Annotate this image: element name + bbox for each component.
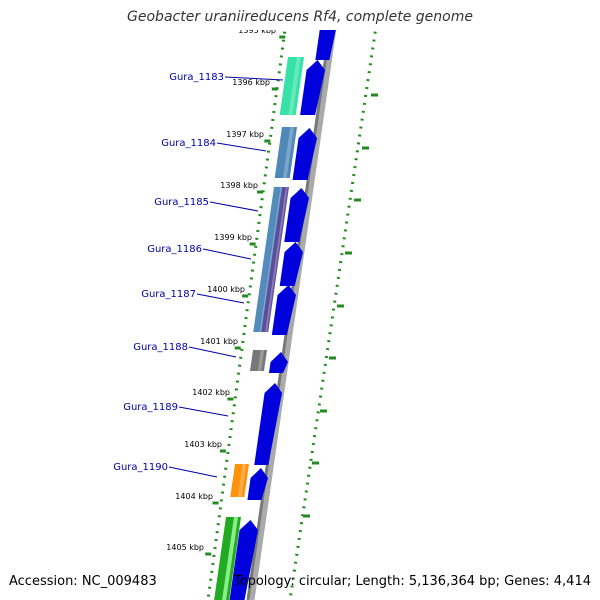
gene-label: Gura_1185 — [154, 197, 209, 208]
summary-text: Topology: circular; Length: 5,136,364 bp… — [233, 574, 591, 589]
gene-block-highlight — [237, 464, 247, 497]
outer-dotted-ring — [288, 30, 378, 600]
gene-block — [279, 57, 304, 115]
gene-label-leader — [202, 248, 252, 260]
gene-label: Gura_1188 — [133, 342, 188, 353]
outer-ring-marks — [303, 93, 378, 518]
gene-block-highlight — [288, 57, 301, 115]
gene-block-highlight — [265, 187, 288, 332]
genome-title: Geobacter uraniireducens Rf4, complete g… — [127, 9, 473, 25]
tick-label: 1397 kbp — [226, 130, 264, 139]
cds-arrow — [271, 285, 296, 335]
gene-label-leader — [224, 76, 284, 81]
gene-block — [249, 350, 267, 371]
tick-label: 1405 kbp — [166, 543, 204, 552]
gene-block — [230, 464, 249, 497]
tick-label: 1401 kbp — [200, 337, 238, 346]
gene-label: Gura_1187 — [141, 289, 196, 300]
cds-arrow — [292, 128, 317, 180]
gene-label-leader — [178, 406, 229, 417]
accession-text: Accession: NC_009483 — [9, 574, 157, 589]
gene-block-highlight — [222, 517, 238, 600]
gene-block-highlight — [257, 350, 265, 371]
cds-arrow — [314, 0, 330, 30]
cds-arrow — [254, 383, 282, 465]
tick-label: 1404 kbp — [175, 492, 213, 501]
tick-label: 1398 kbp — [220, 181, 258, 190]
cds-arrow — [268, 352, 288, 373]
backbone-shadow — [249, 30, 337, 600]
gene-label-leader — [168, 466, 218, 478]
inner-dotted-ring — [206, 30, 287, 600]
gene-track — [214, 57, 304, 600]
gene-labels: Gura_1183 Gura_1184 Gura_1185 Gura_1186 Gura… — [113, 72, 284, 478]
tick-label: 1402 kbp — [192, 388, 230, 397]
tick-label: 1396 kbp — [232, 78, 270, 87]
gene-block — [274, 127, 297, 178]
cds-arrow — [315, 30, 336, 60]
tick-label: 1395 kbp — [238, 26, 276, 35]
tick-label: 1400 kbp — [207, 285, 245, 294]
gene-block — [261, 187, 289, 332]
gene-block-highlight — [282, 127, 294, 178]
cds-arrow — [279, 242, 303, 286]
tick-label: 1403 kbp — [184, 440, 222, 449]
gene-label-leader — [196, 293, 245, 304]
cds-track — [229, 0, 336, 600]
cds-arrow — [229, 520, 258, 600]
gene-label: Gura_1190 — [113, 462, 168, 473]
tick-label: 1399 kbp — [214, 233, 252, 242]
gene-label-leader — [188, 346, 237, 358]
cds-arrow — [284, 188, 309, 242]
tick-labels: 1395 kbp 1396 kbp 1397 kbp 1398 kbp 1399 kbp… — [166, 26, 286, 556]
gene-label-leader — [216, 142, 267, 152]
cds-arrow — [300, 60, 325, 115]
gene-label-leader — [209, 201, 259, 212]
gene-label: Gura_1186 — [147, 244, 202, 255]
gene-label: Gura_1189 — [123, 402, 178, 413]
cds-arrow — [247, 468, 268, 500]
gene-label: Gura_1183 — [169, 72, 224, 83]
gene-label: Gura_1184 — [161, 138, 216, 149]
